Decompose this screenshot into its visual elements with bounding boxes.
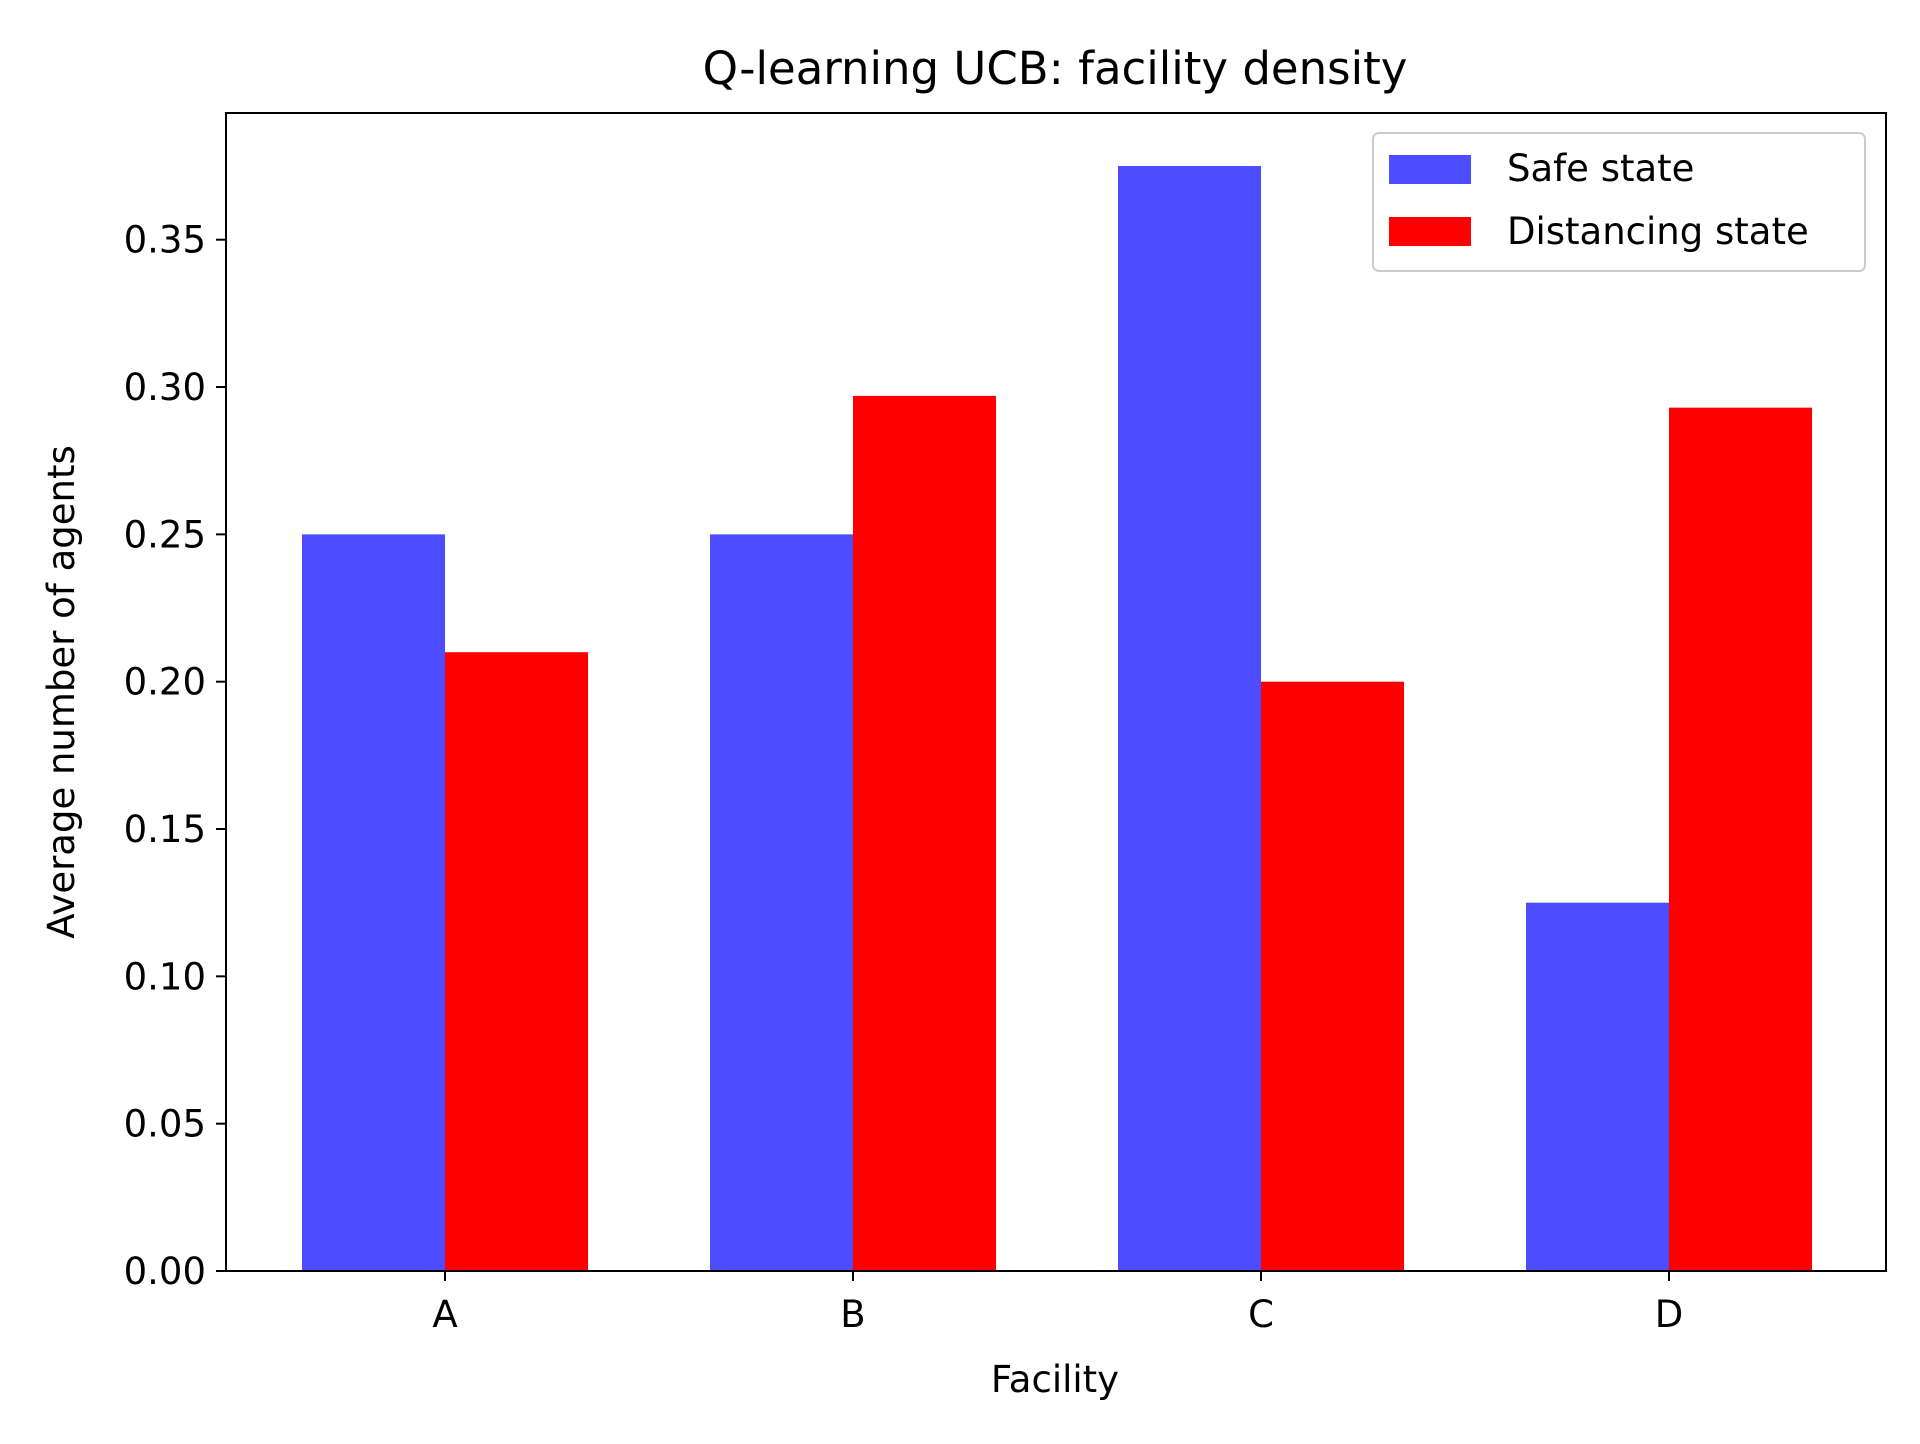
bar-safe-state-a — [302, 534, 445, 1271]
bar-distancing-state-a — [445, 652, 588, 1271]
x-tick-label: D — [1655, 1293, 1684, 1336]
plot-frame — [225, 112, 1887, 1272]
y-axis-label: Average number of agents — [40, 445, 83, 938]
legend-label-safe-state: Safe state — [1507, 147, 1694, 190]
x-tick-label: A — [432, 1293, 457, 1336]
y-tick-label: 0.10 — [124, 955, 206, 998]
chart-title: Q-learning UCB: facility density — [703, 42, 1408, 95]
x-axis-label: Facility — [991, 1358, 1119, 1401]
y-tick-label: 0.15 — [124, 808, 206, 851]
y-tick-label: 0.25 — [124, 513, 206, 556]
bars-layer — [302, 166, 1812, 1271]
y-tick-label: 0.05 — [124, 1103, 206, 1146]
legend-label-distancing-state: Distancing state — [1507, 210, 1809, 253]
bar-safe-state-b — [710, 534, 853, 1271]
x-axis: A B C D — [432, 1271, 1683, 1336]
y-tick-label: 0.00 — [124, 1250, 206, 1293]
y-tick-label: 0.20 — [124, 661, 206, 704]
y-axis: 0.00 0.05 0.10 0.15 0.20 0.25 0.30 0.35 — [124, 219, 226, 1293]
y-tick-label: 0.35 — [124, 219, 206, 262]
x-tick-label: C — [1248, 1293, 1274, 1336]
bar-safe-state-d — [1526, 902, 1669, 1271]
legend-swatch-safe-state — [1389, 155, 1471, 184]
bar-distancing-state-c — [1261, 681, 1404, 1271]
bar-safe-state-c — [1118, 166, 1261, 1271]
legend-box — [1372, 132, 1866, 272]
bar-distancing-state-b — [853, 395, 996, 1271]
bar-distancing-state-d — [1669, 407, 1812, 1271]
legend: Safe state Distancing state — [1372, 132, 1866, 272]
legend-swatch-distancing-state — [1389, 217, 1471, 246]
y-tick-label: 0.30 — [124, 366, 206, 409]
x-tick-label: B — [840, 1293, 865, 1336]
